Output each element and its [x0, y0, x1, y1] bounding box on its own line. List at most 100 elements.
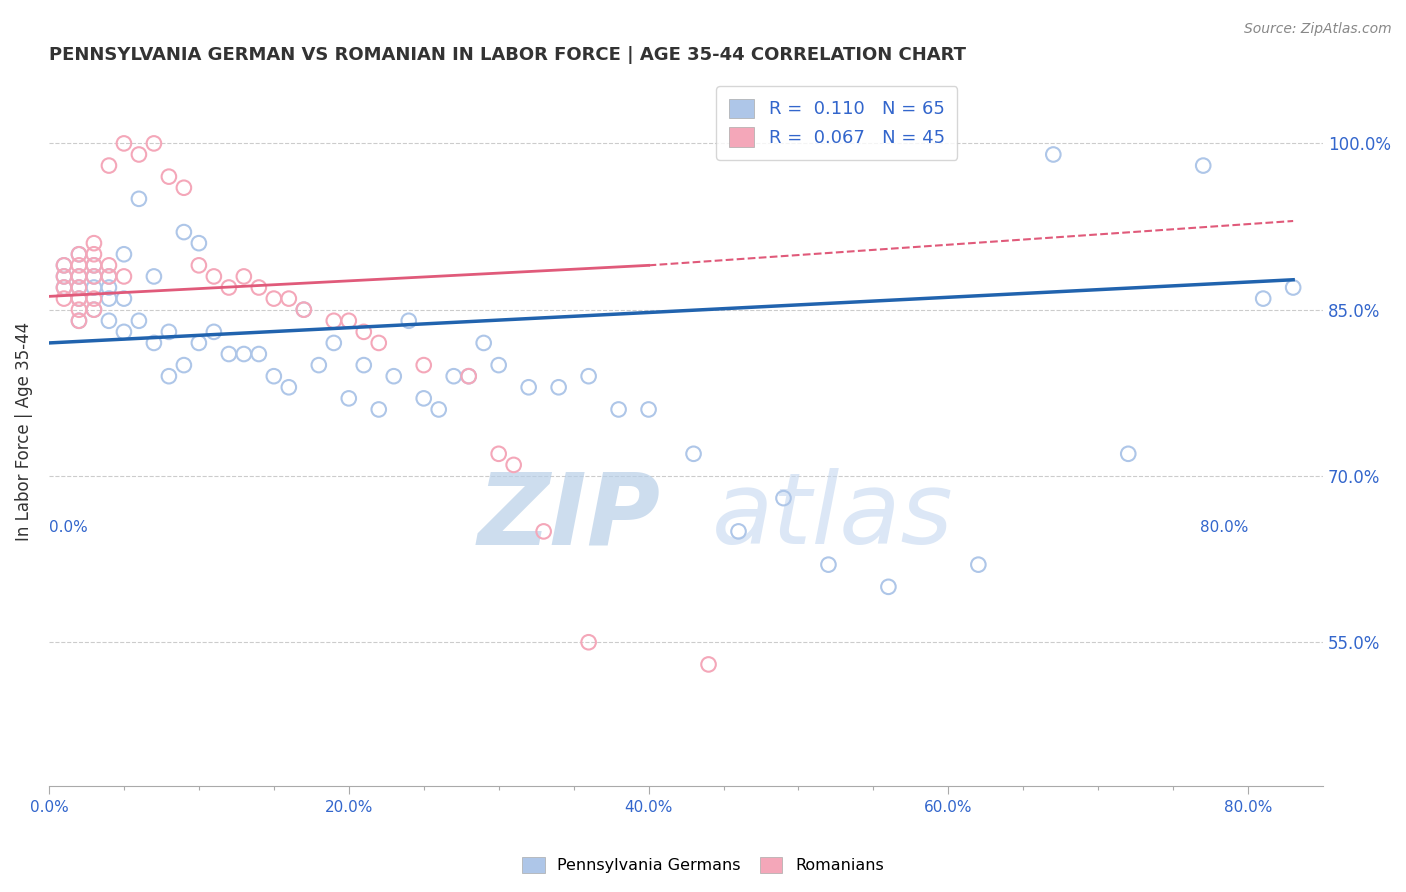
Point	[337, 314, 360, 328]
Text: 0.0%: 0.0%	[49, 520, 87, 535]
Point	[157, 169, 180, 184]
Point	[517, 380, 540, 394]
Point	[1282, 280, 1305, 294]
Point	[232, 269, 254, 284]
Point	[637, 402, 659, 417]
Point	[187, 236, 209, 251]
Point	[67, 280, 90, 294]
Legend: Pennsylvania Germans, Romanians: Pennsylvania Germans, Romanians	[516, 850, 890, 880]
Point	[308, 358, 330, 372]
Point	[173, 180, 195, 194]
Point	[157, 369, 180, 384]
Point	[502, 458, 524, 472]
Point	[817, 558, 839, 572]
Point	[67, 247, 90, 261]
Point	[457, 369, 479, 384]
Point	[52, 280, 75, 294]
Point	[128, 314, 150, 328]
Point	[412, 358, 434, 372]
Point	[97, 159, 120, 173]
Point	[547, 380, 569, 394]
Text: 80.0%: 80.0%	[1199, 520, 1249, 535]
Point	[1042, 147, 1064, 161]
Point	[1192, 159, 1215, 173]
Point	[353, 358, 375, 372]
Legend: R =  0.110   N = 65, R =  0.067   N = 45: R = 0.110 N = 65, R = 0.067 N = 45	[716, 86, 957, 160]
Point	[52, 269, 75, 284]
Point	[83, 280, 105, 294]
Point	[67, 292, 90, 306]
Point	[457, 369, 479, 384]
Point	[1116, 447, 1139, 461]
Point	[112, 136, 135, 151]
Point	[83, 236, 105, 251]
Y-axis label: In Labor Force | Age 35-44: In Labor Force | Age 35-44	[15, 322, 32, 541]
Point	[112, 247, 135, 261]
Point	[112, 325, 135, 339]
Point	[218, 347, 240, 361]
Point	[97, 280, 120, 294]
Point	[472, 335, 495, 350]
Point	[83, 258, 105, 272]
Point	[52, 292, 75, 306]
Point	[443, 369, 465, 384]
Point	[232, 347, 254, 361]
Point	[67, 314, 90, 328]
Point	[142, 269, 165, 284]
Point	[52, 258, 75, 272]
Point	[67, 314, 90, 328]
Point	[697, 657, 720, 672]
Point	[83, 269, 105, 284]
Point	[97, 314, 120, 328]
Point	[187, 258, 209, 272]
Point	[277, 292, 299, 306]
Point	[263, 369, 285, 384]
Point	[427, 402, 450, 417]
Point	[52, 280, 75, 294]
Point	[607, 402, 630, 417]
Point	[142, 335, 165, 350]
Point	[382, 369, 405, 384]
Point	[292, 302, 315, 317]
Point	[97, 258, 120, 272]
Point	[202, 269, 225, 284]
Text: ZIP: ZIP	[478, 468, 661, 566]
Point	[97, 269, 120, 284]
Point	[83, 302, 105, 317]
Point	[578, 369, 600, 384]
Point	[247, 280, 270, 294]
Point	[412, 392, 434, 406]
Point	[83, 292, 105, 306]
Point	[157, 325, 180, 339]
Point	[128, 192, 150, 206]
Point	[52, 258, 75, 272]
Point	[97, 292, 120, 306]
Point	[202, 325, 225, 339]
Point	[967, 558, 990, 572]
Point	[67, 302, 90, 317]
Point	[173, 225, 195, 239]
Point	[247, 347, 270, 361]
Point	[772, 491, 794, 505]
Point	[83, 302, 105, 317]
Point	[83, 269, 105, 284]
Point	[727, 524, 749, 539]
Text: Source: ZipAtlas.com: Source: ZipAtlas.com	[1244, 22, 1392, 37]
Point	[67, 258, 90, 272]
Point	[97, 269, 120, 284]
Point	[67, 247, 90, 261]
Point	[277, 380, 299, 394]
Point	[367, 402, 389, 417]
Point	[187, 335, 209, 350]
Point	[142, 136, 165, 151]
Point	[67, 269, 90, 284]
Point	[67, 269, 90, 284]
Point	[52, 269, 75, 284]
Point	[83, 258, 105, 272]
Point	[682, 447, 704, 461]
Point	[578, 635, 600, 649]
Point	[128, 147, 150, 161]
Point	[877, 580, 900, 594]
Point	[353, 325, 375, 339]
Point	[337, 392, 360, 406]
